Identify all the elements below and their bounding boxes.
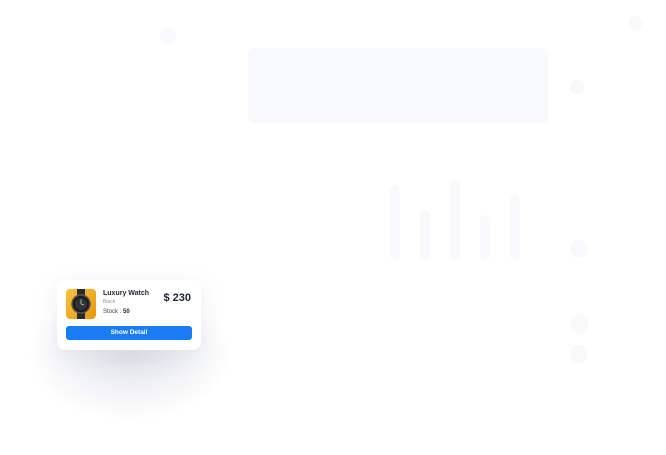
product-variant: Black (103, 299, 116, 305)
show-detail-button[interactable]: Show Detail (66, 326, 192, 340)
stock-value: 50 (123, 309, 130, 315)
stock-label: Stock : (103, 309, 122, 315)
product-card: Luxury Watch Black Stock : 50 $ 230 Show… (57, 280, 201, 350)
product-name: Luxury Watch (103, 290, 150, 297)
watch-icon (71, 289, 91, 319)
product-price: $ 230 (163, 292, 191, 304)
product-stock: Stock : 50 (103, 309, 130, 315)
product-image (66, 289, 96, 319)
